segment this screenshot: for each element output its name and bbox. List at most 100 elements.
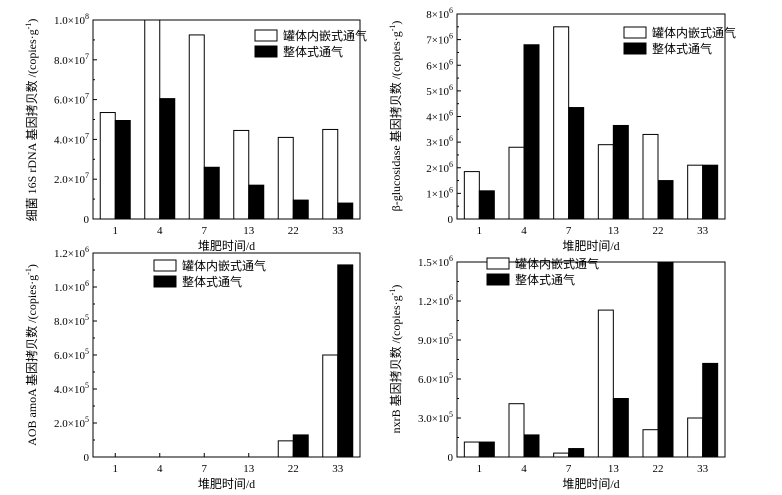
y-tick-label-base: 1.0×10	[54, 282, 85, 294]
bar-series-2-22	[657, 261, 674, 458]
y-tick-label-exponent: 6	[449, 134, 453, 143]
y-axis-title-main: β-glucosidase 基因拷贝数 /(copies·g	[388, 31, 403, 211]
x-axis-title: 堆肥时间/d	[562, 477, 619, 491]
bar-series-1-33	[687, 417, 704, 458]
bar-series-2-33	[337, 264, 354, 458]
bar-series-2-1	[114, 119, 131, 220]
y-tick-label-base: 8×10	[426, 9, 449, 21]
y-axis-title: β-glucosidase 基因拷贝数 /(copies·g-1)	[388, 21, 403, 212]
y-axis-title: 细菌 16S rDNA 基因拷贝数 /(copies·g-1)	[24, 19, 39, 222]
y-tick-label: 0	[84, 452, 90, 464]
y-tick-label-exponent: 5	[449, 332, 453, 341]
bar-series-2-7	[568, 107, 585, 220]
chart-panel-2: 01×1062×1063×1064×1065×1066×1067×1068×10…	[388, 6, 736, 253]
y-axis-title-exponent: -1	[24, 268, 33, 275]
x-tick-label: 4	[521, 225, 527, 237]
y-tick-label: 1×106	[426, 185, 453, 200]
bar-series-2-33	[702, 362, 719, 458]
bar-series-2-4	[523, 434, 540, 458]
x-tick-label: 1	[477, 463, 483, 475]
x-tick-label: 7	[566, 463, 572, 475]
y-tick-label: 6.0×107	[54, 92, 89, 107]
legend-label-2: 整体式通气	[515, 272, 575, 287]
y-axis-title: nxrB 基因拷贝数 /(copies·g-1)	[388, 285, 403, 434]
y-axis-title-close: )	[389, 21, 403, 25]
bar-series-1-13	[233, 129, 250, 220]
y-tick-label: 2.0×107	[54, 171, 89, 186]
x-tick-label: 13	[608, 225, 620, 237]
y-tick-label-exponent: 5	[85, 347, 89, 356]
y-tick-label-exponent: 7	[85, 131, 89, 140]
x-tick-label: 1	[113, 225, 119, 237]
bar-series-1-7	[553, 26, 570, 220]
x-tick-label: 1	[477, 225, 483, 237]
bar-series-1-1	[463, 171, 480, 220]
x-tick-label: 4	[157, 463, 163, 475]
y-tick-label-exponent: 6	[449, 254, 453, 263]
y-tick-label-base: 9.0×10	[418, 335, 449, 347]
y-axis-title-exponent: -1	[388, 25, 397, 32]
x-axis-title: 堆肥时间/d	[198, 239, 255, 253]
y-tick-label-base: 4.0×10	[54, 134, 85, 146]
y-tick-label-exponent: 5	[449, 371, 453, 380]
y-tick-label-base: 1.0×10	[54, 15, 85, 27]
bar-series-2-13	[612, 124, 629, 220]
legend-label-1: 罐体内嵌式通气	[283, 28, 367, 43]
bar-series-2-33	[337, 202, 354, 220]
legend-swatch-2	[153, 275, 177, 288]
y-tick-label-base: 0	[448, 214, 454, 226]
x-tick-label: 33	[697, 225, 709, 237]
y-tick-label-base: 7×10	[426, 35, 449, 47]
bar-series-2-7	[203, 166, 220, 220]
y-tick-label-base: 1.2×10	[418, 296, 449, 308]
y-tick-label-base: 4×10	[426, 112, 449, 124]
legend-label-1: 罐体内嵌式通气	[182, 258, 266, 273]
x-tick-label: 13	[608, 463, 620, 475]
legend-swatch-2	[623, 42, 647, 55]
bar-series-2-13	[248, 184, 265, 220]
legend-label-2: 整体式通气	[652, 41, 712, 56]
y-tick-label-exponent: 6	[449, 109, 453, 118]
legend-swatch-1	[254, 29, 278, 42]
y-tick-label-base: 2×10	[426, 163, 449, 175]
x-axis-title: 堆肥时间/d	[562, 239, 619, 253]
x-tick-label: 33	[332, 463, 344, 475]
y-tick-label: 9.0×105	[418, 332, 453, 347]
x-tick-label: 7	[202, 463, 208, 475]
y-axis-title-exponent: -1	[388, 289, 397, 296]
y-tick-label-exponent: 6	[449, 57, 453, 66]
legend-label-1: 罐体内嵌式通气	[515, 256, 599, 271]
y-tick-label-base: 3×10	[426, 137, 449, 149]
bar-series-2-4	[523, 44, 540, 220]
x-tick-label: 22	[653, 463, 664, 475]
y-tick-label: 1.0×106	[54, 279, 89, 294]
y-tick-label: 4.0×105	[54, 381, 89, 396]
bar-series-1-22	[277, 136, 294, 220]
x-tick-label: 13	[243, 225, 255, 237]
y-tick-label: 1.0×108	[54, 12, 89, 27]
y-tick-label-base: 3.0×10	[418, 413, 449, 425]
y-tick-label: 3×106	[426, 134, 453, 149]
plot-frame	[456, 261, 726, 458]
y-axis-title-close: )	[25, 264, 39, 268]
bar-series-2-22	[292, 199, 309, 220]
legend-label-2: 整体式通气	[283, 44, 343, 59]
y-tick-label-base: 6.0×10	[54, 95, 85, 107]
y-tick-label-base: 2.0×10	[54, 418, 85, 430]
y-tick-label: 7×106	[426, 32, 453, 47]
bar-series-1-4	[508, 403, 525, 458]
y-tick-label-exponent: 6	[449, 160, 453, 169]
y-tick-label: 6×106	[426, 57, 453, 72]
y-axis-title: AOB amoA 基因拷贝数 /(copies·g-1)	[24, 264, 39, 446]
bar-series-2-4	[159, 98, 176, 220]
y-tick-label: 1.2×106	[418, 293, 453, 308]
y-tick-label: 4×106	[426, 109, 453, 124]
y-tick-label: 1.5×106	[418, 254, 453, 269]
legend-swatch-2	[486, 273, 510, 286]
y-tick-label: 8.0×107	[54, 52, 89, 67]
y-tick-label-base: 1.5×10	[418, 257, 449, 269]
x-tick-label: 22	[653, 225, 664, 237]
